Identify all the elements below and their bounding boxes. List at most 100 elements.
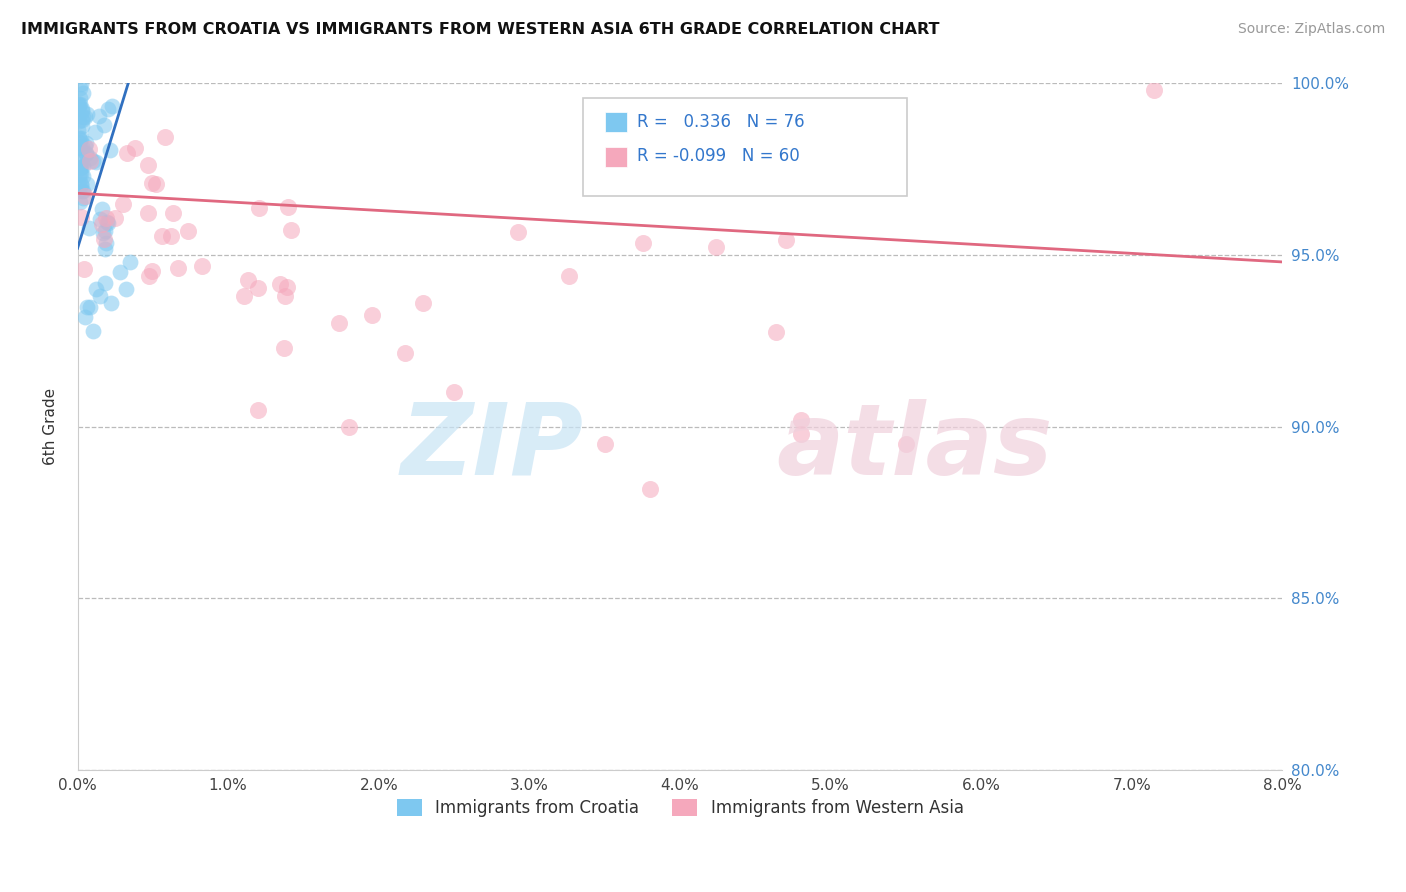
Point — [72, 169, 94, 183]
Point — [94, 243, 117, 257]
Point — [155, 129, 177, 144]
Point — [84, 282, 107, 296]
Point — [593, 437, 616, 451]
Point — [247, 402, 270, 417]
Point — [145, 177, 167, 191]
Point — [704, 240, 727, 254]
Point — [160, 229, 183, 244]
Text: R = -0.099   N = 60: R = -0.099 N = 60 — [637, 147, 800, 165]
Point — [508, 225, 530, 239]
Point — [73, 262, 96, 277]
Point — [328, 316, 350, 330]
Point — [69, 97, 91, 112]
Point — [94, 236, 117, 251]
Point — [247, 201, 270, 215]
Point — [89, 212, 111, 227]
Point — [115, 146, 138, 161]
Point — [412, 296, 434, 310]
Point — [111, 197, 134, 211]
Point — [67, 131, 90, 145]
Point — [108, 265, 131, 279]
Point — [75, 188, 97, 202]
Point — [361, 308, 384, 322]
Point — [789, 413, 811, 427]
Point — [72, 184, 94, 198]
Point — [1143, 83, 1166, 97]
Point — [69, 161, 91, 176]
Text: IMMIGRANTS FROM CROATIA VS IMMIGRANTS FROM WESTERN ASIA 6TH GRADE CORRELATION CH: IMMIGRANTS FROM CROATIA VS IMMIGRANTS FR… — [21, 22, 939, 37]
Point — [84, 125, 107, 139]
Point — [337, 419, 360, 434]
Point — [96, 215, 118, 229]
Point — [82, 324, 104, 338]
Point — [167, 260, 190, 275]
Point — [70, 104, 93, 119]
Point — [75, 310, 97, 324]
Point — [141, 176, 163, 190]
Point — [138, 269, 160, 284]
Point — [558, 268, 581, 283]
Point — [69, 113, 91, 128]
Point — [277, 200, 299, 214]
Point — [114, 282, 136, 296]
Point — [69, 161, 91, 175]
Point — [67, 178, 90, 192]
Point — [150, 229, 173, 244]
Point — [93, 232, 115, 246]
Point — [100, 296, 122, 310]
Point — [67, 97, 90, 112]
Point — [70, 177, 93, 191]
Point — [67, 123, 90, 137]
Point — [70, 160, 93, 174]
Point — [72, 110, 94, 124]
Point — [97, 216, 120, 230]
Point — [69, 178, 91, 193]
Text: atlas: atlas — [776, 399, 1053, 496]
Point — [69, 194, 91, 209]
Point — [70, 119, 93, 133]
Point — [70, 140, 93, 154]
Point — [77, 221, 100, 235]
Point — [72, 87, 94, 101]
Point — [90, 217, 112, 231]
Point — [67, 184, 90, 198]
Point — [97, 102, 120, 116]
Point — [66, 100, 89, 114]
Point — [77, 142, 100, 156]
Point — [124, 140, 146, 154]
Point — [101, 99, 124, 113]
Point — [631, 235, 654, 250]
Point — [82, 153, 104, 168]
Point — [273, 341, 295, 355]
Point — [93, 276, 115, 290]
Point — [138, 158, 160, 172]
Point — [233, 289, 256, 303]
Point — [394, 346, 416, 360]
Point — [280, 223, 302, 237]
Point — [91, 202, 114, 216]
Point — [93, 118, 115, 132]
Point — [76, 107, 98, 121]
Point — [72, 191, 94, 205]
Point — [443, 385, 465, 400]
Point — [638, 482, 661, 496]
Point — [76, 146, 98, 161]
Point — [70, 113, 93, 128]
Point — [162, 206, 184, 220]
Point — [104, 211, 127, 225]
Point — [775, 233, 797, 247]
Point — [70, 210, 93, 224]
Point — [176, 224, 198, 238]
Point — [789, 426, 811, 441]
Point — [94, 224, 117, 238]
Point — [75, 146, 97, 161]
Point — [136, 206, 159, 220]
Point — [91, 226, 114, 240]
Point — [72, 184, 94, 198]
Point — [79, 154, 101, 169]
Point — [94, 211, 117, 225]
Point — [98, 143, 121, 157]
Point — [69, 133, 91, 147]
Point — [274, 289, 297, 303]
Point — [69, 141, 91, 155]
